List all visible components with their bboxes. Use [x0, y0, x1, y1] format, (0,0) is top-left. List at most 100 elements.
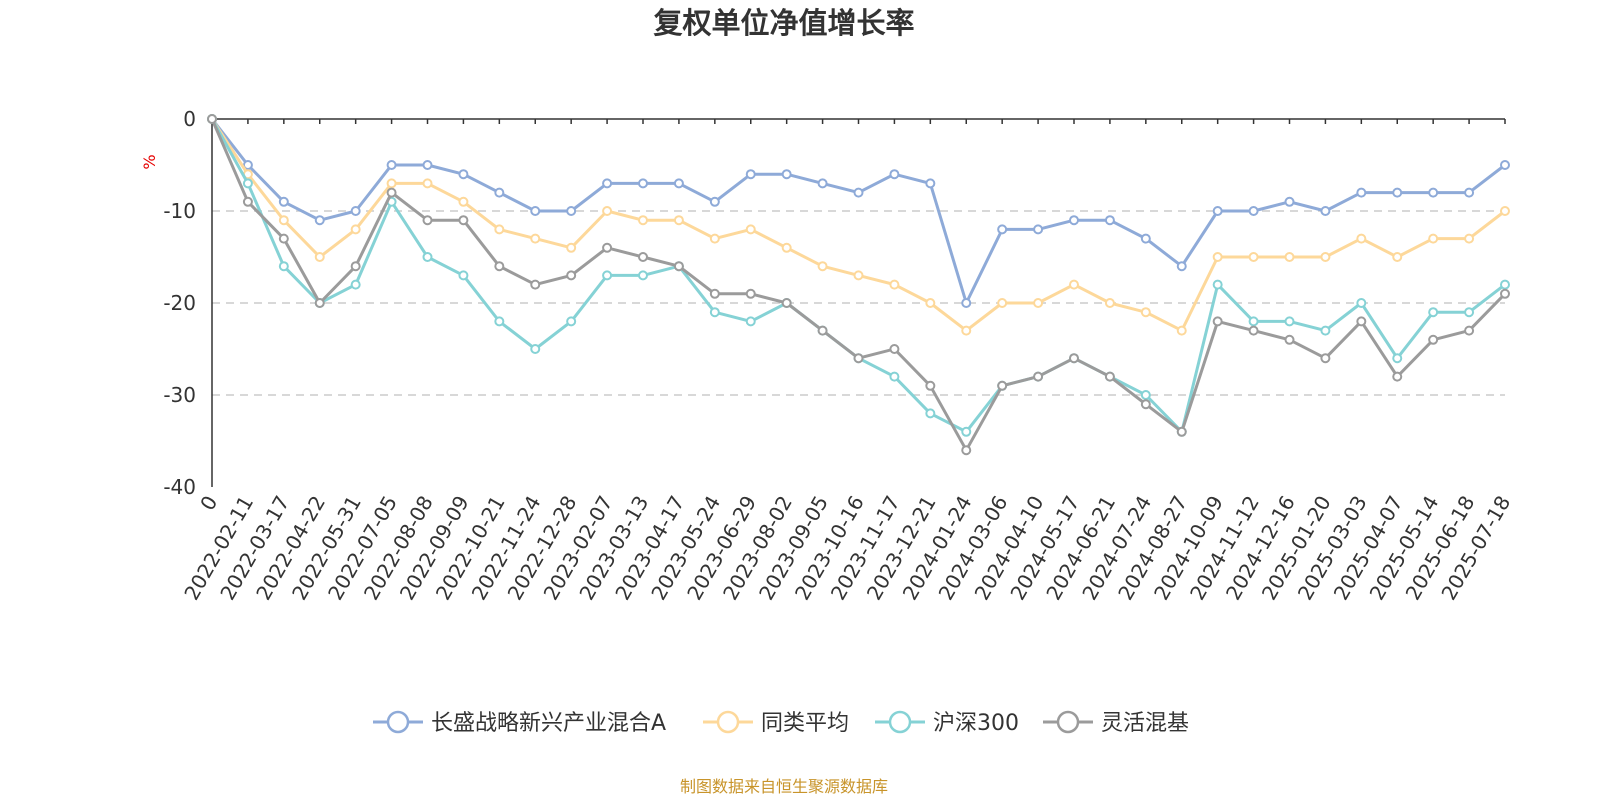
data-point[interactable] — [1250, 253, 1258, 261]
data-point[interactable] — [495, 225, 503, 233]
data-point[interactable] — [352, 207, 360, 215]
data-point[interactable] — [890, 345, 898, 353]
data-point[interactable] — [280, 198, 288, 206]
data-point[interactable] — [603, 244, 611, 252]
data-point[interactable] — [388, 161, 396, 169]
data-point[interactable] — [1142, 400, 1150, 408]
data-point[interactable] — [890, 373, 898, 381]
data-point[interactable] — [316, 216, 324, 224]
data-point[interactable] — [208, 115, 216, 123]
data-point[interactable] — [1429, 336, 1437, 344]
data-point[interactable] — [855, 354, 863, 362]
data-point[interactable] — [1286, 253, 1294, 261]
data-point[interactable] — [711, 308, 719, 316]
data-point[interactable] — [1393, 189, 1401, 197]
data-point[interactable] — [639, 271, 647, 279]
data-point[interactable] — [352, 225, 360, 233]
legend-item[interactable]: 灵活混基 — [1043, 711, 1189, 736]
data-point[interactable] — [1501, 207, 1509, 215]
data-point[interactable] — [783, 299, 791, 307]
data-point[interactable] — [1178, 428, 1186, 436]
data-point[interactable] — [316, 299, 324, 307]
data-point[interactable] — [1465, 235, 1473, 243]
data-point[interactable] — [424, 253, 432, 261]
data-point[interactable] — [1070, 354, 1078, 362]
data-point[interactable] — [1357, 235, 1365, 243]
data-point[interactable] — [280, 262, 288, 270]
data-point[interactable] — [1501, 281, 1509, 289]
data-point[interactable] — [675, 179, 683, 187]
data-point[interactable] — [280, 235, 288, 243]
data-point[interactable] — [244, 179, 252, 187]
data-point[interactable] — [1142, 308, 1150, 316]
data-point[interactable] — [1106, 216, 1114, 224]
data-point[interactable] — [1034, 373, 1042, 381]
data-point[interactable] — [388, 179, 396, 187]
data-point[interactable] — [747, 170, 755, 178]
data-point[interactable] — [1357, 299, 1365, 307]
data-point[interactable] — [531, 235, 539, 243]
data-point[interactable] — [1106, 299, 1114, 307]
data-point[interactable] — [1465, 308, 1473, 316]
data-point[interactable] — [1465, 189, 1473, 197]
data-point[interactable] — [567, 244, 575, 252]
data-point[interactable] — [1465, 327, 1473, 335]
data-point[interactable] — [1393, 373, 1401, 381]
data-point[interactable] — [352, 281, 360, 289]
data-point[interactable] — [998, 225, 1006, 233]
data-point[interactable] — [1142, 391, 1150, 399]
legend-item[interactable]: 沪深300 — [875, 711, 1019, 736]
data-point[interactable] — [675, 262, 683, 270]
data-point[interactable] — [962, 327, 970, 335]
data-point[interactable] — [711, 290, 719, 298]
data-point[interactable] — [495, 189, 503, 197]
data-point[interactable] — [819, 262, 827, 270]
data-point[interactable] — [244, 198, 252, 206]
data-point[interactable] — [926, 179, 934, 187]
data-point[interactable] — [747, 317, 755, 325]
data-point[interactable] — [855, 271, 863, 279]
data-point[interactable] — [603, 207, 611, 215]
data-point[interactable] — [1142, 235, 1150, 243]
data-point[interactable] — [962, 446, 970, 454]
data-point[interactable] — [1214, 253, 1222, 261]
data-point[interactable] — [1250, 317, 1258, 325]
data-point[interactable] — [1321, 207, 1329, 215]
data-point[interactable] — [316, 253, 324, 261]
data-point[interactable] — [459, 198, 467, 206]
data-point[interactable] — [1501, 290, 1509, 298]
data-point[interactable] — [1214, 207, 1222, 215]
data-point[interactable] — [1393, 253, 1401, 261]
data-point[interactable] — [890, 281, 898, 289]
data-point[interactable] — [1321, 253, 1329, 261]
data-point[interactable] — [352, 262, 360, 270]
data-point[interactable] — [531, 345, 539, 353]
data-point[interactable] — [926, 299, 934, 307]
data-point[interactable] — [1429, 189, 1437, 197]
data-point[interactable] — [1070, 281, 1078, 289]
data-point[interactable] — [424, 161, 432, 169]
data-point[interactable] — [1357, 189, 1365, 197]
data-point[interactable] — [819, 327, 827, 335]
data-point[interactable] — [1214, 281, 1222, 289]
data-point[interactable] — [1321, 354, 1329, 362]
data-point[interactable] — [1321, 327, 1329, 335]
data-point[interactable] — [675, 216, 683, 224]
data-point[interactable] — [1070, 216, 1078, 224]
data-point[interactable] — [603, 271, 611, 279]
data-point[interactable] — [1357, 317, 1365, 325]
data-point[interactable] — [998, 382, 1006, 390]
data-point[interactable] — [1286, 317, 1294, 325]
data-point[interactable] — [711, 198, 719, 206]
data-point[interactable] — [1034, 225, 1042, 233]
data-point[interactable] — [1034, 299, 1042, 307]
data-point[interactable] — [1214, 317, 1222, 325]
data-point[interactable] — [639, 216, 647, 224]
data-point[interactable] — [1250, 207, 1258, 215]
legend-item[interactable]: 同类平均 — [703, 711, 849, 736]
data-point[interactable] — [783, 170, 791, 178]
data-point[interactable] — [783, 244, 791, 252]
legend-item[interactable]: 长盛战略新兴产业混合A — [373, 711, 666, 736]
data-point[interactable] — [459, 170, 467, 178]
data-point[interactable] — [388, 189, 396, 197]
